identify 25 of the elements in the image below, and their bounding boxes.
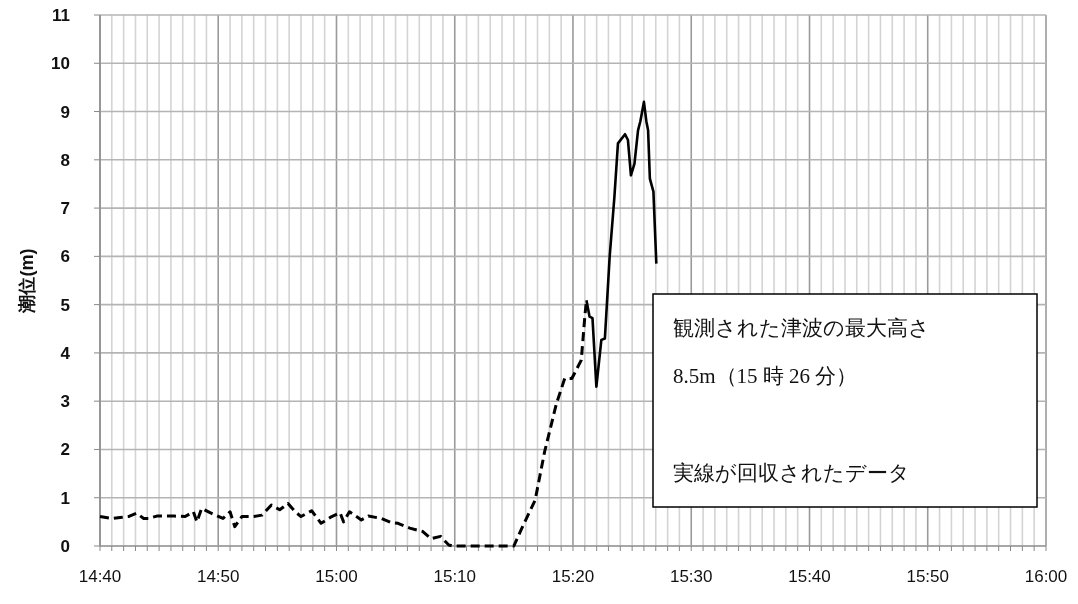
annotation: 実線が回収されたデータ — [673, 461, 910, 485]
x-tick-label: 15:20 — [551, 567, 595, 586]
y-tick-label: 2 — [60, 440, 70, 460]
x-tick-label: 15:50 — [906, 567, 949, 586]
y-tick-label: 3 — [60, 392, 70, 412]
y-tick-label: 1 — [60, 488, 70, 508]
x-tick-label: 14:50 — [196, 567, 240, 586]
y-tick-label: 10 — [51, 54, 70, 74]
y-tick-label: 6 — [60, 247, 70, 267]
y-tick-label: 4 — [60, 343, 71, 363]
x-tick-label: 15:10 — [433, 567, 477, 586]
x-tick-label: 15:00 — [315, 567, 358, 586]
x-tick-label: 16:00 — [1024, 567, 1068, 586]
y-tick-label: 0 — [60, 537, 70, 556]
annotation: 8.5m（15 時 26 分） — [673, 364, 858, 388]
x-tick-label: 15:40 — [788, 567, 831, 586]
y-tick-label: 7 — [60, 199, 70, 219]
y-axis-title: 潮位(m) — [17, 248, 37, 314]
y-tick-label: 11 — [52, 6, 70, 25]
y-tick-label: 8 — [60, 150, 70, 170]
x-tick-label: 15:30 — [669, 567, 713, 586]
y-tick-label: 9 — [60, 102, 70, 122]
y-tick-label: 5 — [60, 295, 70, 315]
annotation: 観測された津波の最大高さ — [673, 316, 930, 340]
x-tick-label: 14:40 — [78, 567, 122, 586]
